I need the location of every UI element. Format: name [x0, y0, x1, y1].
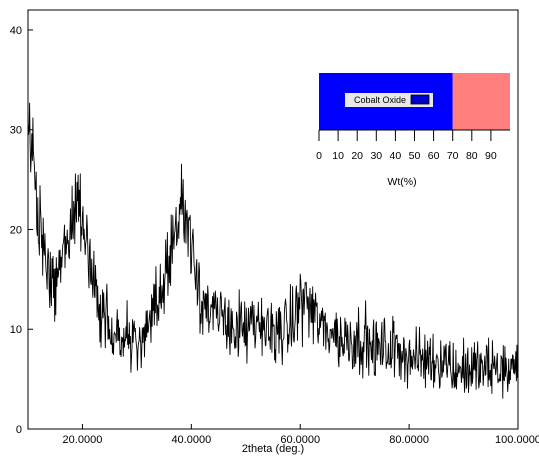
inset-tick-label: 90 — [485, 150, 497, 162]
legend-swatch — [410, 94, 430, 105]
axis-layer: 20.0000 40.0000 60.0000 80.0000 100.0000 0 10 2… — [10, 25, 539, 446]
inset-ticks: 0 10 20 30 40 50 60 70 80 90 — [316, 130, 497, 162]
inset-tick-label: 20 — [351, 150, 363, 162]
x-tick-label: 100.0000 — [495, 434, 539, 446]
composition-inset: 0 10 20 30 40 50 60 70 80 90 Cobalt Oxide Wt(%) — [316, 73, 510, 188]
x-tick-label: 20.0000 — [63, 434, 103, 446]
legend-label: Cobalt Oxide — [354, 95, 406, 105]
inset-tick-label: 60 — [428, 150, 440, 162]
x-tick-label: 40.0000 — [171, 434, 211, 446]
inset-x-label: Wt(%) — [387, 176, 416, 188]
inset-tick-label: 70 — [447, 150, 459, 162]
data-layer — [27, 102, 518, 399]
x-tick-label: 60.0000 — [280, 434, 320, 446]
inset-tick-label: 40 — [390, 150, 402, 162]
y-tick-label: 10 — [10, 324, 22, 336]
x-tick-label: 80.0000 — [389, 434, 429, 446]
y-tick-label: 20 — [10, 224, 22, 236]
remainder-bar — [452, 73, 510, 130]
inset-tick-label: 10 — [332, 150, 344, 162]
inset-tick-label: 30 — [370, 150, 382, 162]
plot-frame — [27, 9, 519, 430]
inset-tick-label: 0 — [316, 150, 322, 162]
inset-tick-label: 50 — [409, 150, 421, 162]
y-tick-label: 40 — [10, 25, 22, 37]
inset-tick-label: 80 — [466, 150, 478, 162]
xrd-series-line — [27, 102, 518, 399]
x-axis-title: 2theta (deg.) — [242, 443, 304, 455]
y-tick-label: 30 — [10, 125, 22, 137]
y-tick-label: 0 — [16, 424, 22, 436]
